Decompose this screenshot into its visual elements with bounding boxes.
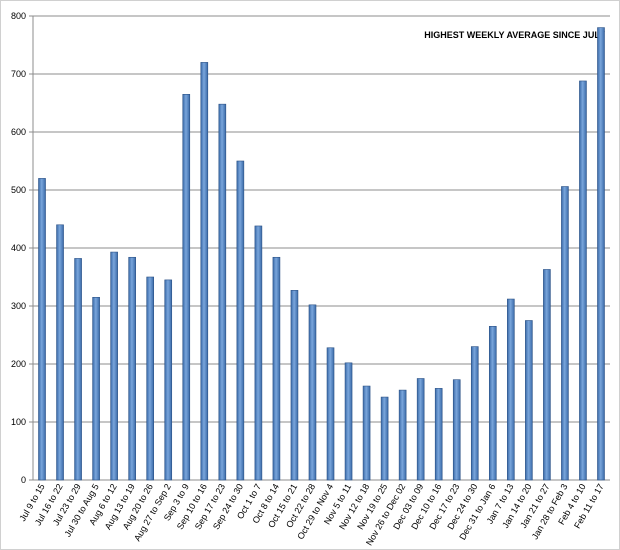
- bar: [362, 385, 371, 481]
- bar: [254, 225, 263, 481]
- bar: [434, 388, 443, 481]
- bar: [38, 178, 46, 481]
- bar: [146, 276, 155, 481]
- bar: [470, 346, 479, 481]
- bar: [272, 256, 281, 481]
- bar: [128, 256, 136, 481]
- bar: [525, 320, 533, 481]
- bar: [543, 269, 551, 481]
- bar: [164, 279, 173, 481]
- bar: [92, 296, 100, 481]
- y-tick-label: 400: [11, 243, 26, 253]
- y-tick-label: 100: [11, 417, 26, 427]
- bar: [290, 290, 299, 481]
- bar: [416, 378, 425, 481]
- bar: [507, 298, 515, 481]
- y-tick-label: 200: [11, 359, 26, 369]
- y-tick-label: 300: [11, 301, 26, 311]
- bar: [380, 396, 389, 481]
- bar: [579, 80, 587, 481]
- bar: [326, 347, 335, 481]
- bar: [110, 251, 118, 481]
- bar: [488, 325, 497, 481]
- y-tick-label: 0: [21, 475, 26, 485]
- chart-title: HIGHEST WEEKLY AVERAGE SINCE JULY: [424, 30, 605, 40]
- bar: [182, 94, 191, 481]
- y-tick-label: 600: [11, 127, 26, 137]
- bar: [308, 304, 317, 481]
- bar: [344, 362, 353, 481]
- bar: [236, 160, 245, 481]
- bar: [597, 27, 605, 481]
- bar: [218, 103, 227, 481]
- bar: [561, 186, 569, 481]
- bar: [56, 224, 64, 481]
- bar: [74, 258, 82, 481]
- y-tick-label: 800: [11, 11, 26, 21]
- y-tick-label: 500: [11, 185, 26, 195]
- bar: [452, 379, 461, 481]
- bar: [398, 389, 407, 481]
- y-tick-label: 700: [11, 69, 26, 79]
- bar: [200, 62, 209, 481]
